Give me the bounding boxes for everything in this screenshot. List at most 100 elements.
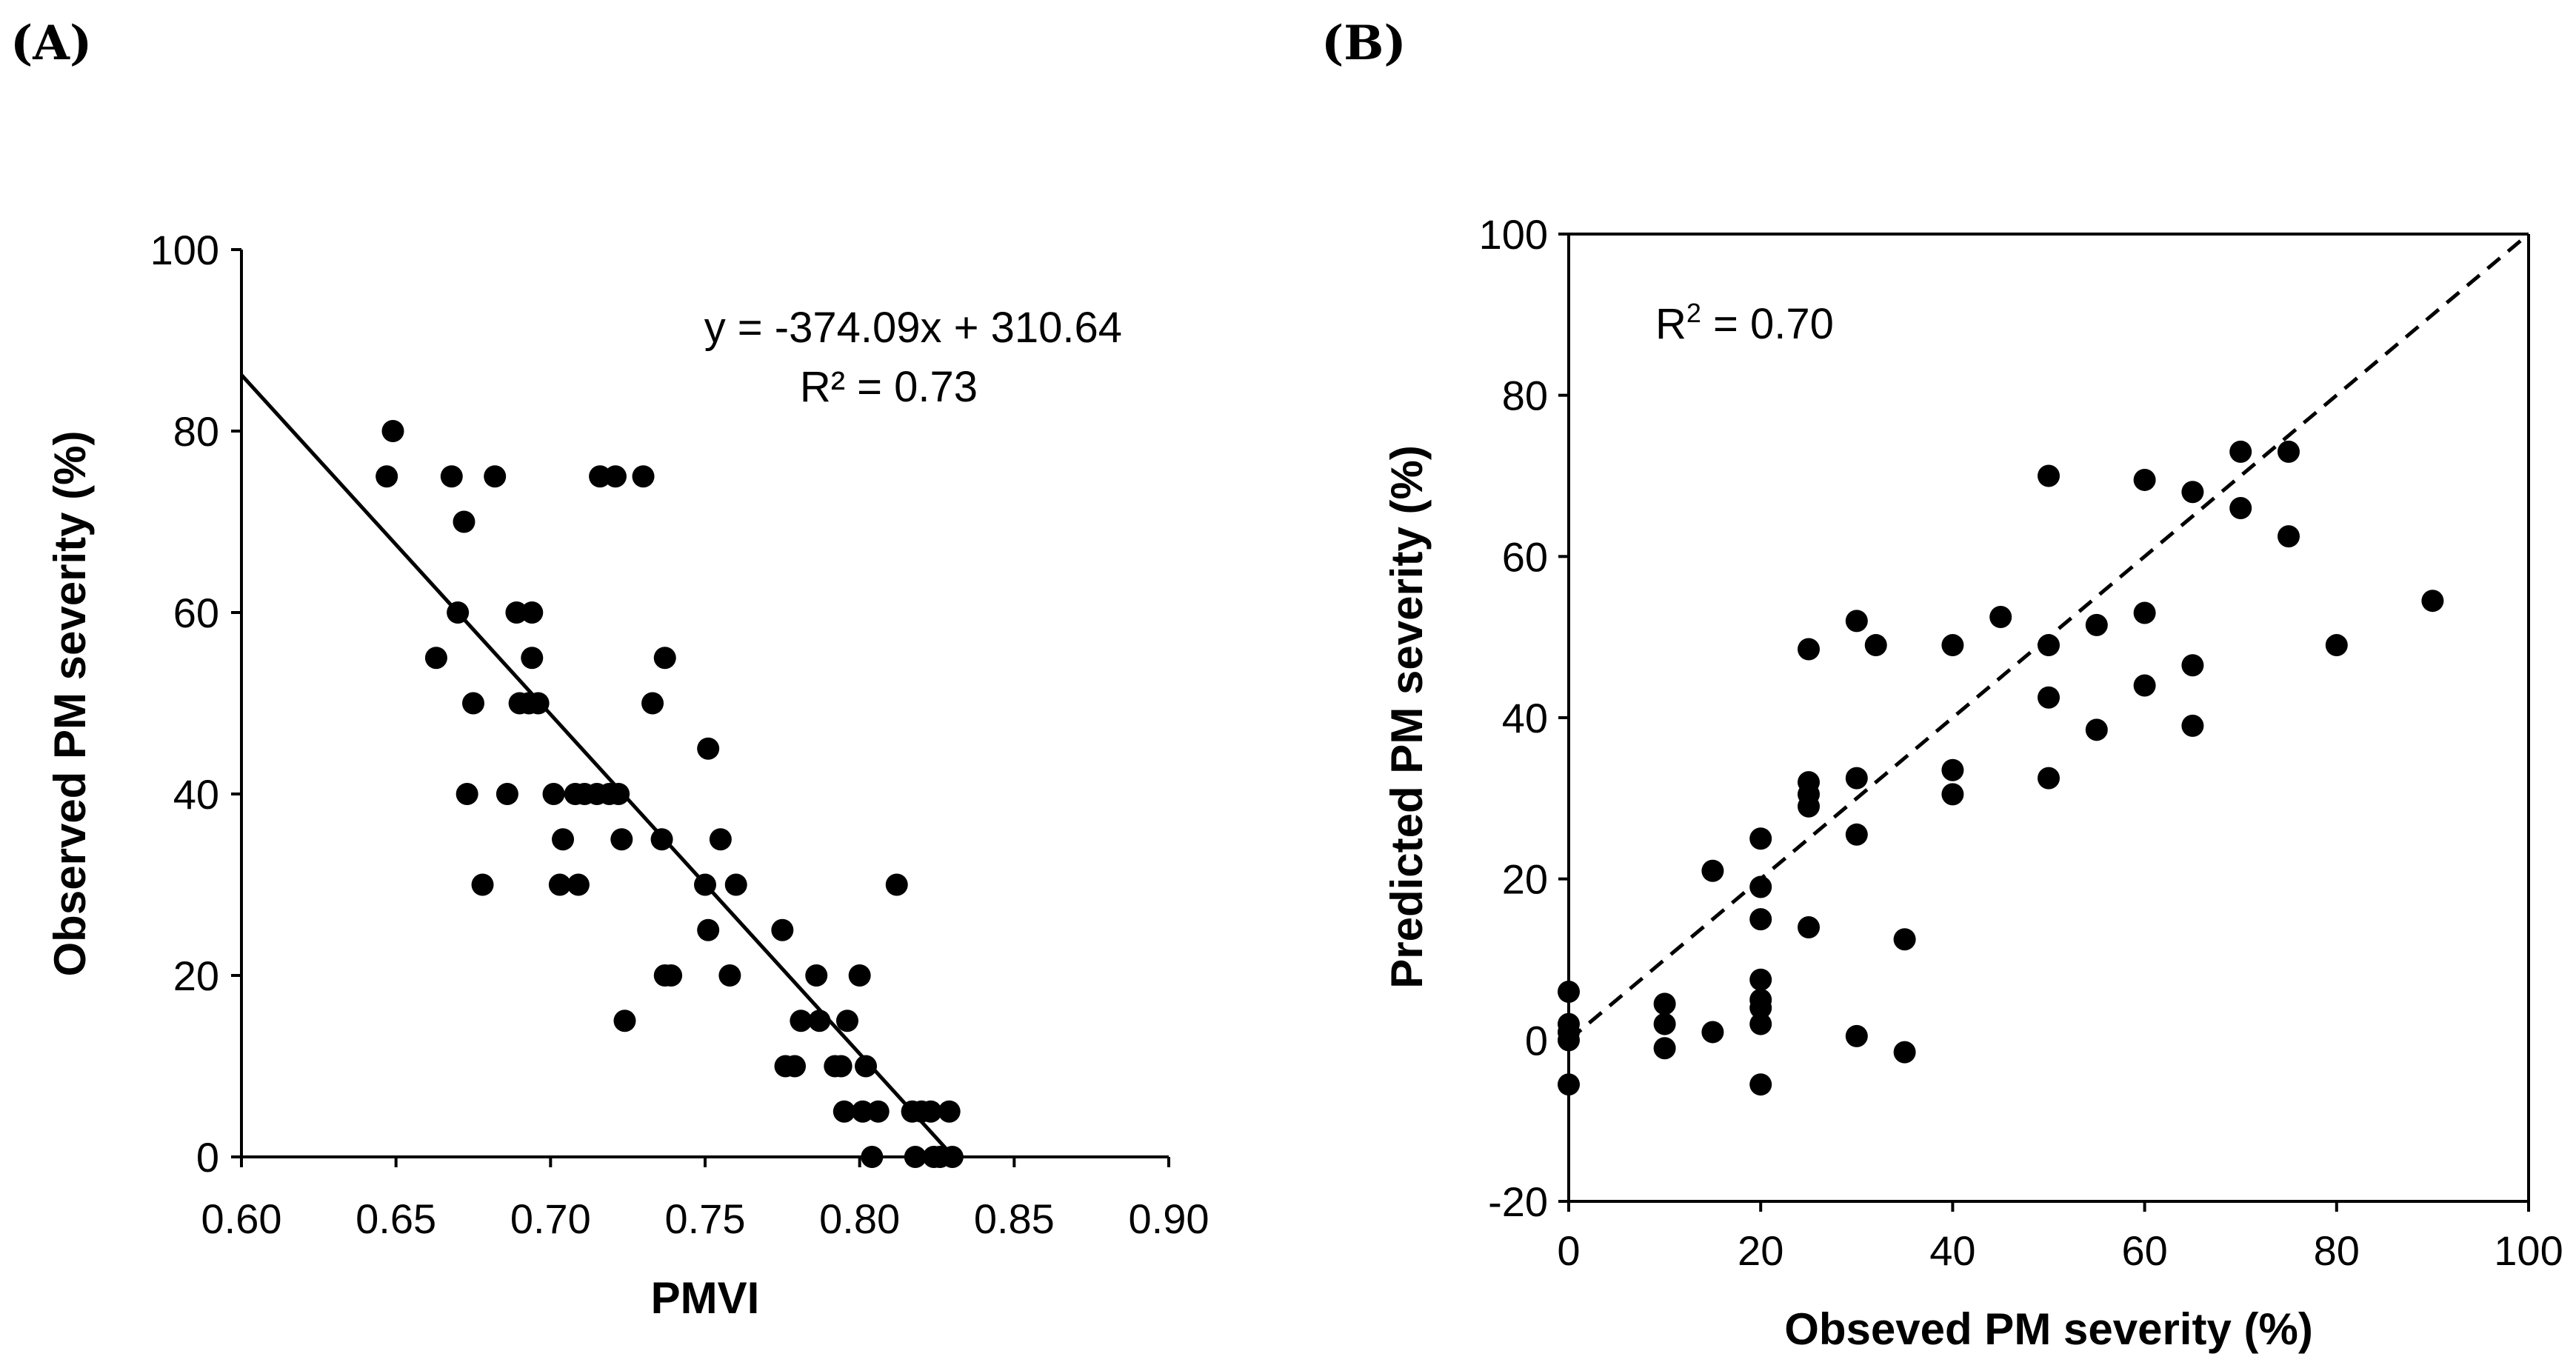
chart-b-data-point	[1798, 795, 1820, 818]
chart-a-data-point	[424, 647, 447, 670]
panel-a-label: (A)	[10, 16, 92, 71]
chart-b-data-point	[1749, 1073, 1772, 1096]
chart-b-data-point	[2133, 601, 2156, 624]
chart-b-y-tick-label: 40	[1502, 695, 1548, 741]
chart-a-data-point	[904, 1146, 927, 1168]
chart-a-data-point	[938, 1100, 961, 1123]
chart-b-r2-sup: 2	[1686, 298, 1701, 328]
chart-a-data-point	[456, 783, 478, 805]
chart-b-r2: R2 = 0.70	[1655, 298, 1834, 348]
chart-a-data-point	[771, 918, 794, 941]
chart-b-data-point	[1989, 605, 2012, 628]
chart-a-data-point	[632, 465, 655, 488]
chart-a-data-point	[653, 647, 676, 670]
chart-a-data-point	[650, 828, 673, 851]
chart-b-data-point	[1558, 1073, 1580, 1096]
chart-a-data-point	[784, 1055, 807, 1078]
chart-a-y-tick-label: 0	[196, 1134, 219, 1181]
chart-a-x-ticks: 0.60 0.65 0.70 0.75 0.80 0.85 0.90	[201, 1157, 1209, 1242]
chart-b-y-tick-label: 100	[1479, 211, 1548, 258]
chart-b-points	[1558, 440, 2444, 1096]
chart-a-data-point	[567, 873, 590, 896]
chart-a-trendline	[240, 373, 955, 1158]
chart-b-data-point	[2038, 634, 2060, 657]
chart-b-data-point	[1749, 968, 1772, 991]
chart-a-data-point	[808, 1010, 831, 1032]
chart-b-data-point	[1798, 638, 1820, 661]
chart-b-y-tick-label: 20	[1502, 856, 1548, 903]
chart-b-x-tick-label: 100	[2494, 1227, 2563, 1274]
chart-b-data-point	[2133, 468, 2156, 491]
chart-b-data-point	[1701, 1021, 1724, 1044]
chart-a-x-tick-label: 0.85	[974, 1195, 1055, 1242]
chart-a-data-point	[381, 420, 404, 442]
chart-b-data-point	[1653, 992, 1676, 1015]
chart-a-data-point	[521, 647, 544, 670]
chart-a-y-tick-label: 100	[150, 227, 219, 273]
chart-b-data-point	[1749, 875, 1772, 898]
chart-a-data-point	[471, 873, 494, 896]
chart-b-y-tick-label: 60	[1502, 533, 1548, 580]
chart-a-x-tick-label: 0.65	[356, 1195, 436, 1242]
chart-a-x-tick-label: 0.60	[201, 1195, 282, 1242]
chart-b-data-point	[2038, 686, 2060, 709]
chart-a-data-point	[610, 828, 633, 851]
chart-a-data-point	[447, 601, 470, 624]
chart-a-data-point	[919, 1100, 942, 1123]
chart-b-data-point	[1558, 1029, 1580, 1052]
chart-b-data-point	[2181, 481, 2204, 504]
chart-b-data-point	[2133, 674, 2156, 697]
chart-a-y-tick-label: 80	[173, 408, 219, 455]
chart-a-data-point	[462, 692, 484, 715]
chart-a-data-point	[867, 1100, 890, 1123]
chart-b-x-tick-label: 0	[1557, 1227, 1580, 1274]
chart-b-y-tick-label: -20	[1488, 1178, 1548, 1225]
chart-b-x-tick-label: 40	[1929, 1227, 1975, 1274]
chart-b-data-point	[2085, 613, 2108, 636]
chart-b-data-point	[1558, 981, 1580, 1004]
chart-a-data-point	[718, 964, 741, 987]
chart-b-data-point	[1864, 634, 1887, 657]
chart-b-y-tick-label: 0	[1525, 1017, 1548, 1064]
chart-b-data-point	[2229, 440, 2252, 463]
chart-b-x-title: Obseved PM severity (%)	[1784, 1304, 2313, 1354]
chart-a-y-ticks: 0 20 40 60 80 100	[150, 227, 241, 1181]
chart-a-data-point	[885, 873, 908, 896]
chart-b-y-tick-label: 80	[1502, 373, 1548, 419]
chart-b-y-title: Predicted PM severity (%)	[1382, 445, 1432, 989]
chart-b-data-point	[2229, 497, 2252, 520]
chart-b-data-point	[1749, 996, 1772, 1019]
chart-a: (A) 0 20 40 60 80 100 0.60 0.65 0.70 0.75 0.80 0.8…	[10, 16, 1209, 1323]
chart-b-x-tick-label: 60	[2121, 1227, 2167, 1274]
chart-a-data-point	[376, 465, 398, 488]
panel-b-label: (B)	[1321, 16, 1407, 71]
chart-a-y-tick-label: 60	[173, 590, 219, 636]
chart-a-data-point	[832, 1100, 855, 1123]
chart-a-equation: y = -374.09x + 310.64	[704, 304, 1122, 352]
chart-b-data-point	[2278, 440, 2300, 463]
chart-a-y-tick-label: 40	[173, 771, 219, 818]
chart-b-data-point	[1749, 827, 1772, 850]
chart-a-r2: R² = 0.73	[800, 363, 978, 411]
chart-b-r2-base: R	[1655, 300, 1686, 348]
chart-b-data-point	[2278, 525, 2300, 548]
chart-a-data-point	[660, 964, 683, 987]
chart-a-data-point	[604, 465, 627, 488]
chart-b-y-ticks: -20 0 20 40 60 80 100	[1479, 211, 1569, 1225]
chart-b-data-point	[1941, 634, 1964, 657]
chart-a-data-point	[542, 783, 565, 805]
chart-b-data-point	[2038, 464, 2060, 487]
chart-b-data-point	[1845, 823, 1868, 846]
chart-a-x-tick-label: 0.90	[1129, 1195, 1209, 1242]
chart-b-x-tick-label: 80	[2314, 1227, 2360, 1274]
chart-a-data-point	[694, 873, 716, 896]
chart-a-data-point	[505, 601, 528, 624]
chart-a-data-point	[790, 1010, 812, 1032]
chart-a-data-point	[830, 1055, 852, 1078]
chart-a-data-point	[453, 510, 476, 533]
chart-b-r2-rest: = 0.70	[1701, 300, 1834, 348]
chart-b-data-point	[2038, 767, 2060, 790]
chart-b-data-point	[1653, 1012, 1676, 1035]
chart-b-data-point	[2085, 718, 2108, 741]
